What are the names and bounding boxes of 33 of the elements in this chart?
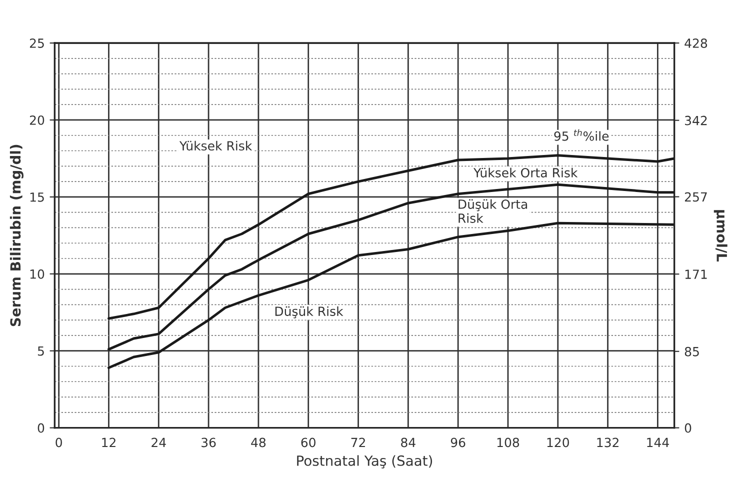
y-axis-title: Serum Bilirubin (mg/dl) [10,144,24,326]
y2-tick-label: 342 [685,116,707,126]
y-tick-label: 0 [38,423,44,433]
y-tick-label: 10 [30,269,44,279]
y2-tick-label: 0 [684,423,692,433]
y2-tick-label: 428 [684,38,708,48]
x-tick-label: 60 [301,438,316,448]
annotation: Düşük Risk [275,306,344,318]
x-tick-label: 144 [647,438,669,448]
y2-tick-label: 85 [684,346,699,356]
x-tick-label: 84 [401,438,416,448]
x-tick-label: 120 [547,438,569,448]
y2-tick-label: 171 [685,270,707,279]
y-tick-label: 25 [30,38,44,48]
x-tick-label: 48 [251,438,266,448]
annotation: 95 $^{th}$%ile [554,129,609,141]
x-axis-title: Postnatal Yaş (Saat) [297,455,432,468]
y-tick-label: 20 [30,115,44,125]
y-tick-label: 5 [38,346,44,356]
x-tick-label: 0 [56,438,62,448]
x-tick-label: 96 [450,438,466,448]
x-tick-label: 24 [152,438,166,448]
y2-tick-label: 257 [684,192,707,202]
y2-axis-title: µmol/L [714,210,728,262]
x-tick-label: 72 [351,438,365,448]
x-tick-label: 132 [597,438,618,448]
annotation: Düşük Orta Risk [458,199,528,223]
x-tick-label: 36 [202,438,216,448]
x-tick-label: 108 [497,438,520,448]
x-tick-label: 12 [102,438,116,448]
annotation: Yüksek Risk [179,140,252,151]
annotation: Yüksek Orta Risk [473,168,578,178]
y-tick-label: 15 [30,192,44,202]
